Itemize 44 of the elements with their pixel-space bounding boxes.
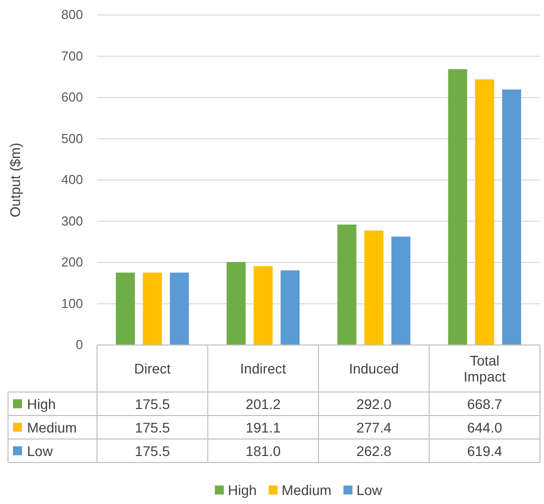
data-label: 181.0 [246, 442, 281, 459]
x-tick-label: Direct [134, 360, 171, 376]
bar [448, 69, 468, 345]
y-tick-label: 200 [61, 254, 83, 270]
bar [475, 79, 494, 345]
bar [226, 262, 246, 345]
bar [142, 272, 162, 345]
data-label: 668.7 [467, 396, 502, 412]
y-tick-label: 100 [61, 296, 83, 311]
bar [391, 236, 410, 345]
y-tick-label: 400 [61, 172, 83, 188]
data-label: 175.5 [134, 419, 170, 436]
legend-label: High [27, 396, 56, 412]
data-label: 175.5 [134, 442, 170, 459]
y-tick-label: 800 [61, 7, 83, 22]
text: Low [27, 442, 53, 459]
text: Medium [282, 482, 332, 498]
data-label: 262.8 [356, 442, 392, 459]
bar [502, 90, 522, 345]
text: High [228, 482, 257, 498]
bar [254, 266, 273, 345]
legend-label: Medium [27, 419, 77, 436]
bar [364, 230, 384, 345]
data-label: 277.4 [356, 419, 392, 436]
x-tick-label: Indirect [240, 360, 286, 376]
x-tick-label: Induced [348, 360, 399, 376]
bar [170, 272, 189, 345]
y-axis-title: Output ($m) [7, 142, 23, 218]
y-tick-label: 700 [61, 48, 83, 64]
data-label: 292.0 [356, 396, 392, 412]
bar [337, 224, 356, 345]
bar [116, 272, 135, 345]
x-tick-label: Total Impact [464, 352, 506, 384]
y-tick-label: 600 [61, 90, 83, 105]
legend-label: Low [356, 482, 384, 498]
data-label: 201.2 [246, 396, 281, 412]
y-tick-label: 0 [76, 337, 83, 352]
data-label: 191.1 [246, 419, 281, 436]
data-label: 644.0 [467, 419, 502, 436]
y-tick-label: 500 [61, 130, 83, 146]
data-label: 619.4 [467, 442, 502, 459]
y-tick-label: 300 [61, 213, 83, 228]
data-label: 175.5 [134, 396, 170, 412]
bar [280, 270, 300, 345]
